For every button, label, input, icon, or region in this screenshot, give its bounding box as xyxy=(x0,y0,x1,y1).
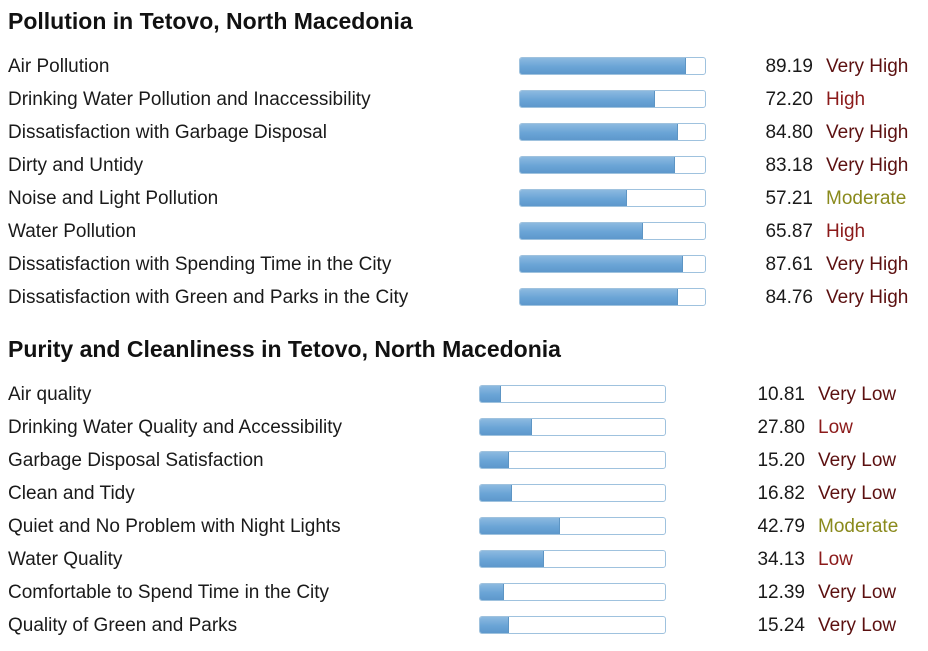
score-level: Low xyxy=(818,549,853,570)
score-level: Very Low xyxy=(818,450,897,471)
score-bar xyxy=(519,255,706,273)
table-row: Drinking Water Quality and Accessibility… xyxy=(0,413,928,446)
score-level: Very Low xyxy=(818,384,897,405)
table-row: Drinking Water Pollution and Inaccessibi… xyxy=(0,85,928,118)
score-value: 89.19 xyxy=(765,56,813,77)
score-value: 72.20 xyxy=(765,89,813,110)
table-row: Water Quality 34.13 Low xyxy=(0,545,928,578)
score-bar-fill xyxy=(520,289,678,305)
score-value: 65.87 xyxy=(765,221,813,242)
purity-section-title: Purity and Cleanliness in Tetovo, North … xyxy=(8,336,561,362)
score-level: High xyxy=(826,221,866,242)
score-level: Very Low xyxy=(818,615,897,636)
score-bar xyxy=(479,385,666,403)
row-label: Air Pollution xyxy=(8,56,110,77)
score-bar xyxy=(519,57,706,75)
score-level: Very Low xyxy=(818,582,897,603)
score-value: 84.80 xyxy=(765,122,813,143)
score-bar-fill xyxy=(480,518,561,534)
score-bar xyxy=(479,484,666,502)
score-bar xyxy=(479,550,666,568)
table-row: Air quality 10.81 Very Low xyxy=(0,380,928,413)
score-value: 15.24 xyxy=(757,615,805,636)
row-label: Drinking Water Quality and Accessibility xyxy=(8,417,343,438)
score-bar xyxy=(519,288,706,306)
table-row: Dissatisfaction with Garbage Disposal 84.… xyxy=(0,118,928,151)
score-level: Very High xyxy=(826,122,909,143)
score-value: 84.76 xyxy=(765,287,813,308)
score-bar xyxy=(519,123,706,141)
score-value: 10.81 xyxy=(757,384,805,405)
score-bar xyxy=(519,156,706,174)
row-label: Dissatisfaction with Spending Time in th… xyxy=(8,254,392,275)
score-bar-fill xyxy=(480,419,533,435)
score-value: 16.82 xyxy=(757,483,805,504)
score-value: 87.61 xyxy=(765,254,813,275)
score-bar xyxy=(479,451,666,469)
score-bar-fill xyxy=(520,157,675,173)
score-value: 34.13 xyxy=(757,549,805,570)
score-bar xyxy=(479,418,666,436)
row-label: Comfortable to Spend Time in the City xyxy=(8,582,330,603)
score-bar-fill xyxy=(480,485,513,501)
score-bar-fill xyxy=(480,584,504,600)
row-label: Clean and Tidy xyxy=(8,483,135,504)
score-level: Very High xyxy=(826,155,909,176)
table-row: Comfortable to Spend Time in the City 12.… xyxy=(0,578,928,611)
row-label: Noise and Light Pollution xyxy=(8,188,219,209)
table-row: Dissatisfaction with Green and Parks in … xyxy=(0,283,928,316)
score-value: 12.39 xyxy=(757,582,805,603)
row-label: Garbage Disposal Satisfaction xyxy=(8,450,264,471)
row-label: Water Quality xyxy=(8,549,123,570)
score-bar-fill xyxy=(520,124,678,140)
score-bar-fill xyxy=(520,223,643,239)
row-label: Dissatisfaction with Garbage Disposal xyxy=(8,122,327,143)
row-label: Dirty and Untidy xyxy=(8,155,144,176)
score-bar-fill xyxy=(520,91,655,107)
table-row: Air Pollution 89.19 Very High xyxy=(0,52,928,85)
score-bar-fill xyxy=(520,256,684,272)
table-row: Clean and Tidy 16.82 Very Low xyxy=(0,479,928,512)
score-bar-fill xyxy=(480,617,510,633)
pollution-section-title: Pollution in Tetovo, North Macedonia xyxy=(8,8,413,34)
score-bar xyxy=(519,222,706,240)
score-value: 15.20 xyxy=(757,450,805,471)
score-level: High xyxy=(826,89,866,110)
score-level: Low xyxy=(818,417,853,438)
row-label: Drinking Water Pollution and Inaccessibi… xyxy=(8,89,371,110)
score-level: Moderate xyxy=(818,516,899,537)
row-label: Quiet and No Problem with Night Lights xyxy=(8,516,341,537)
row-label: Air quality xyxy=(8,384,92,405)
score-level: Very High xyxy=(826,287,909,308)
table-row: Water Pollution 65.87 High xyxy=(0,217,928,250)
table-row: Quiet and No Problem with Night Lights 42… xyxy=(0,512,928,545)
score-bar xyxy=(479,583,666,601)
row-label: Quality of Green and Parks xyxy=(8,615,238,636)
score-bar xyxy=(479,616,666,634)
table-row: Dirty and Untidy 83.18 Very High xyxy=(0,151,928,184)
score-value: 27.80 xyxy=(757,417,805,438)
row-label: Water Pollution xyxy=(8,221,137,242)
table-row: Quality of Green and Parks 15.24 Very Low xyxy=(0,611,928,644)
score-bar xyxy=(519,189,706,207)
score-level: Moderate xyxy=(826,188,907,209)
score-bar-fill xyxy=(480,452,510,468)
score-value: 83.18 xyxy=(765,155,813,176)
score-bar-fill xyxy=(480,551,545,567)
score-level: Very Low xyxy=(818,483,897,504)
score-bar-fill xyxy=(520,190,627,206)
score-value: 42.79 xyxy=(757,516,805,537)
score-bar-fill xyxy=(520,58,686,74)
table-row: Garbage Disposal Satisfaction 15.20 Very L… xyxy=(0,446,928,479)
score-bar xyxy=(479,517,666,535)
score-level: Very High xyxy=(826,254,909,275)
score-value: 57.21 xyxy=(765,188,813,209)
table-row: Dissatisfaction with Spending Time in th… xyxy=(0,250,928,283)
table-row: Noise and Light Pollution 57.21 Moderate xyxy=(0,184,928,217)
row-label: Dissatisfaction with Green and Parks in … xyxy=(8,287,409,308)
score-level: Very High xyxy=(826,56,909,77)
score-bar xyxy=(519,90,706,108)
score-bar-fill xyxy=(480,386,501,402)
